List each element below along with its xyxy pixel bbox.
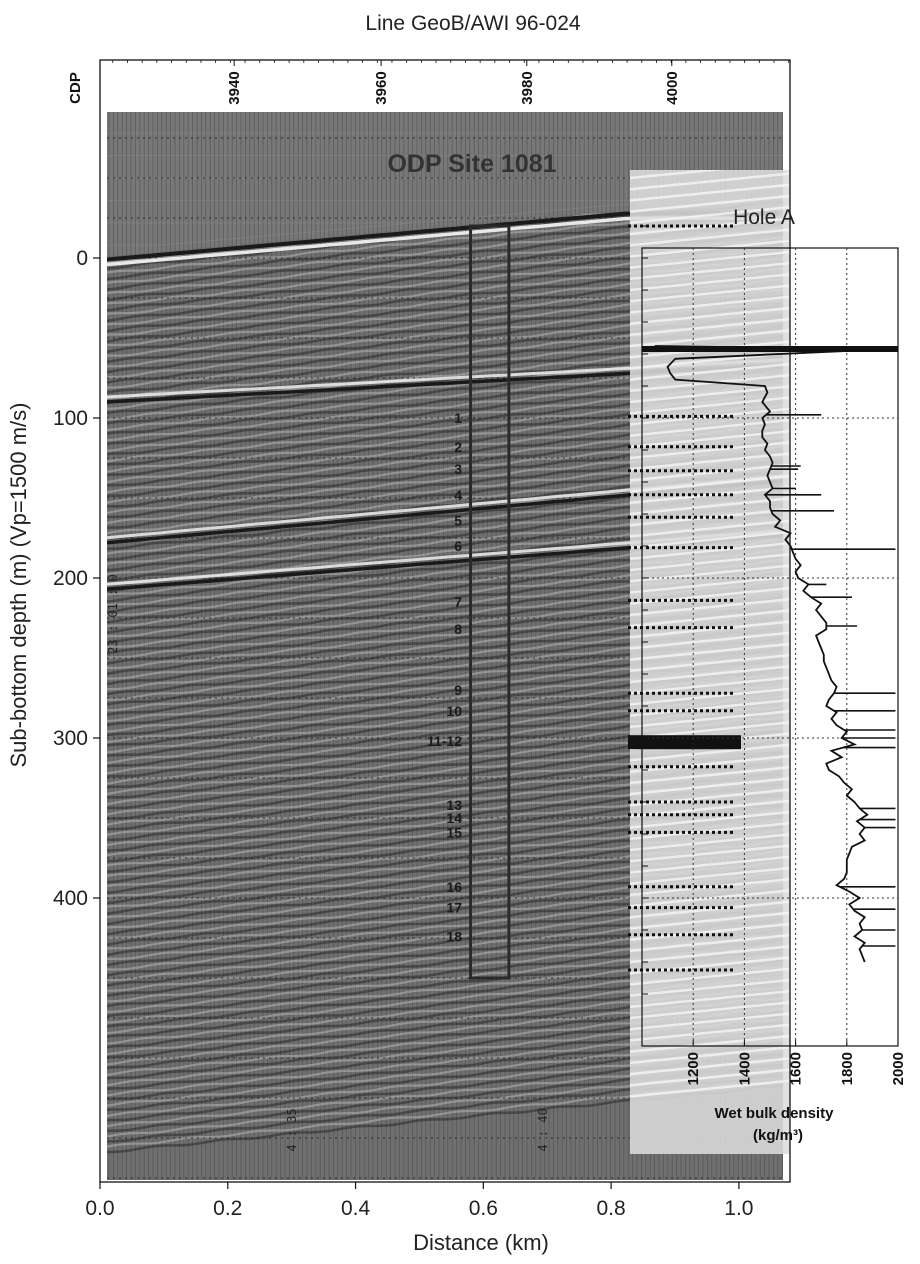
- y-axis-title: Sub-bottom depth (m) (Vp=1500 m/s): [6, 403, 31, 768]
- shot-label: 4 : 35: [285, 1108, 299, 1151]
- density-top-bar: [642, 346, 898, 352]
- cdp-tick-label: 3980: [519, 71, 536, 104]
- reflector-label: 6: [454, 538, 462, 554]
- chart-title: Line GeoB/AWI 96-024: [365, 12, 580, 35]
- reflector-label: 17: [446, 900, 462, 916]
- reflector-label: 1: [454, 410, 462, 426]
- reflector-label: 10: [446, 703, 462, 719]
- x-tick-label: 1.0: [724, 1197, 753, 1220]
- top-axis-title: CDP: [67, 72, 84, 104]
- y-tick-label: 200: [53, 567, 88, 590]
- shot-label: 4 : 40: [536, 1108, 550, 1151]
- reflector-label: 13: [446, 797, 462, 813]
- density-curve: [654, 345, 886, 963]
- x-tick-label: 0.4: [341, 1197, 371, 1220]
- reflector-label: 16: [446, 879, 462, 895]
- y-tick-label: 300: [53, 727, 88, 750]
- y-tick-label: 0: [76, 247, 88, 270]
- density-panel: 1200 1400 1600 1800 2000: [641, 225, 907, 1085]
- cdp-tick-label: 3960: [373, 71, 390, 104]
- reflector-label: 15: [446, 824, 462, 840]
- shot-label: 23 : 01 : 0: [106, 574, 120, 653]
- tie-lines: [628, 224, 741, 972]
- y-tick-label: 100: [53, 407, 88, 430]
- cdp-tick-label: 3940: [226, 71, 243, 104]
- axes: 0.0 0.2 0.4 0.6 0.8 1.0 0 100 200 300 400 3940 3960 3…: [53, 60, 790, 1220]
- density-axis-unit: (kg/m³): [753, 1127, 803, 1144]
- reflector-label: 14: [446, 810, 462, 826]
- reflector-label: 2: [454, 439, 462, 455]
- density-xtick-label: 1600: [788, 1052, 805, 1085]
- density-xtick-label: 2000: [890, 1052, 907, 1085]
- reflector-label: 5: [454, 512, 462, 528]
- core-box: [469, 224, 511, 980]
- y-tick-label: 400: [53, 887, 88, 910]
- x-axis-title: Distance (km): [413, 1230, 549, 1255]
- density-frame: [641, 247, 899, 1047]
- tie-bar-11-12: [628, 735, 741, 750]
- plot-frame: [99, 59, 791, 1183]
- density-curve-group: [642, 345, 898, 963]
- density-axis-title: Wet bulk density: [715, 1105, 835, 1122]
- density-xtick-label: 1800: [839, 1052, 856, 1085]
- x-tick-label: 0.2: [213, 1197, 242, 1220]
- reflector-label: 9: [454, 682, 462, 698]
- x-tick-label: 0.8: [597, 1197, 626, 1220]
- density-xtick-label: 1200: [685, 1052, 702, 1085]
- reflector-label: 18: [446, 928, 462, 944]
- density-xtick-label: 1400: [736, 1052, 753, 1085]
- reflector-label: 4: [454, 487, 462, 503]
- hole-label: Hole A: [733, 206, 795, 229]
- reflector-label: 3: [454, 461, 462, 477]
- x-tick-label: 0.0: [85, 1197, 114, 1220]
- reflector-label: 11-12: [427, 733, 462, 749]
- reflector-label: 8: [454, 621, 462, 637]
- site-label: ODP Site 1081: [387, 150, 556, 178]
- overlay-waves: [630, 170, 790, 1098]
- plot-border: [99, 59, 791, 1183]
- reflector-label: 7: [454, 594, 462, 610]
- core-box-rect: [469, 224, 511, 980]
- overlay-wave-lines: [630, 170, 790, 1098]
- x-tick-label: 0.6: [469, 1197, 498, 1220]
- cdp-tick-label: 4000: [664, 71, 681, 104]
- density-overlay-panel: [630, 170, 790, 1154]
